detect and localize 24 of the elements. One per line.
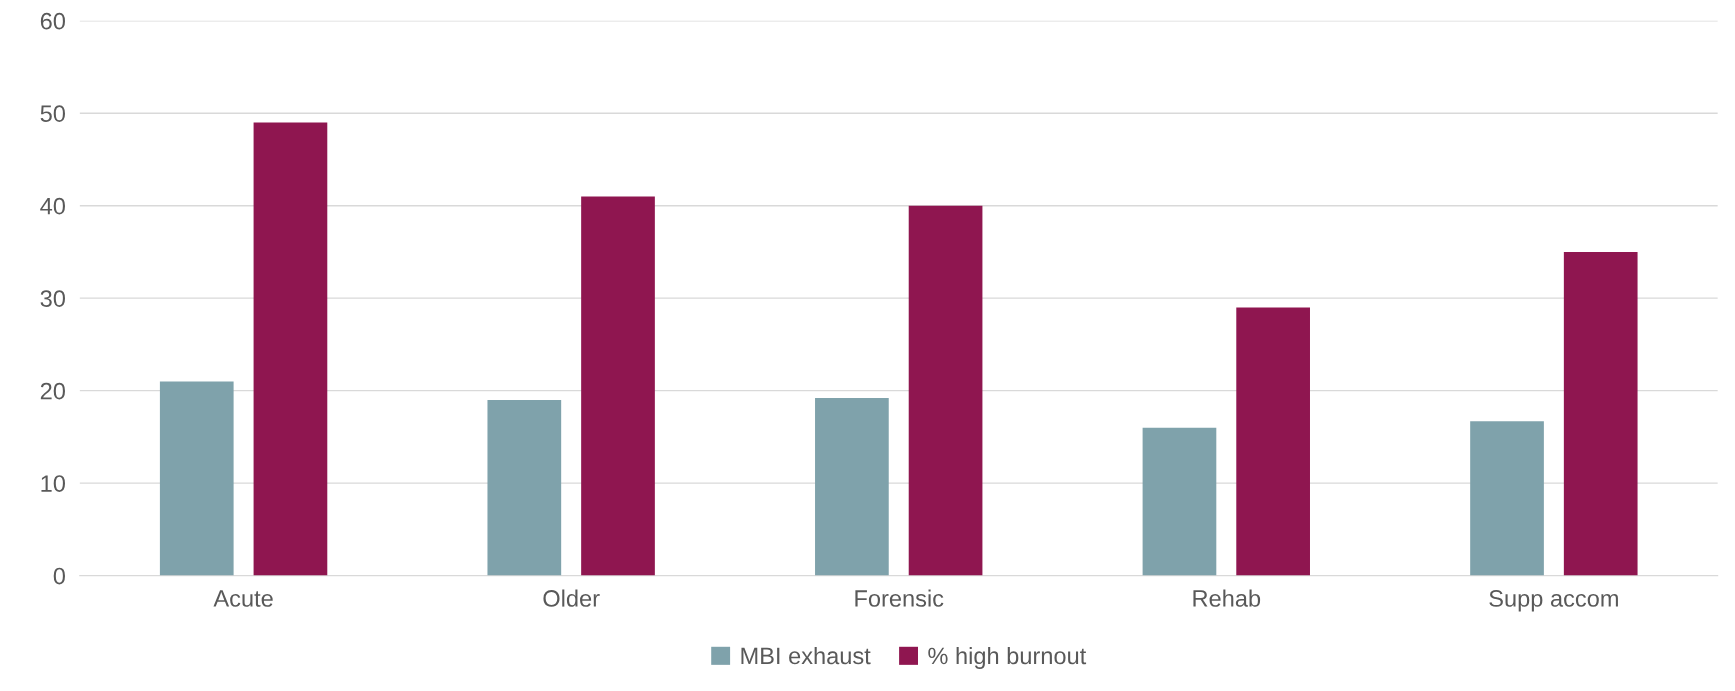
bar bbox=[815, 398, 889, 576]
bar bbox=[159, 381, 234, 576]
bar bbox=[487, 399, 562, 576]
bar bbox=[253, 122, 328, 576]
bar bbox=[1563, 251, 1638, 576]
x-tick-label: Acute bbox=[213, 590, 273, 607]
y-tick-label: 20 bbox=[40, 382, 65, 400]
bar bbox=[1142, 427, 1217, 576]
y-tick-label: 10 bbox=[41, 475, 65, 492]
legend-label: % high burnout bbox=[928, 646, 1087, 669]
x-tick-label: Rehab bbox=[1193, 589, 1261, 607]
y-tick-label: 40 bbox=[40, 197, 65, 215]
y-tick-label: 50 bbox=[40, 105, 65, 122]
bar bbox=[1236, 307, 1310, 576]
y-tick-label: 60 bbox=[40, 12, 65, 30]
legend-label: MBI exhaust bbox=[741, 646, 871, 665]
y-tick-label: 0 bbox=[53, 567, 65, 585]
x-tick-label: Older bbox=[543, 589, 600, 607]
y-tick-label: 30 bbox=[40, 290, 65, 307]
x-tick-label: Forensic bbox=[855, 589, 944, 607]
x-tick-label: Supp accom bbox=[1489, 590, 1618, 612]
bar bbox=[1470, 421, 1544, 576]
bar bbox=[908, 205, 983, 576]
bar bbox=[581, 196, 655, 576]
